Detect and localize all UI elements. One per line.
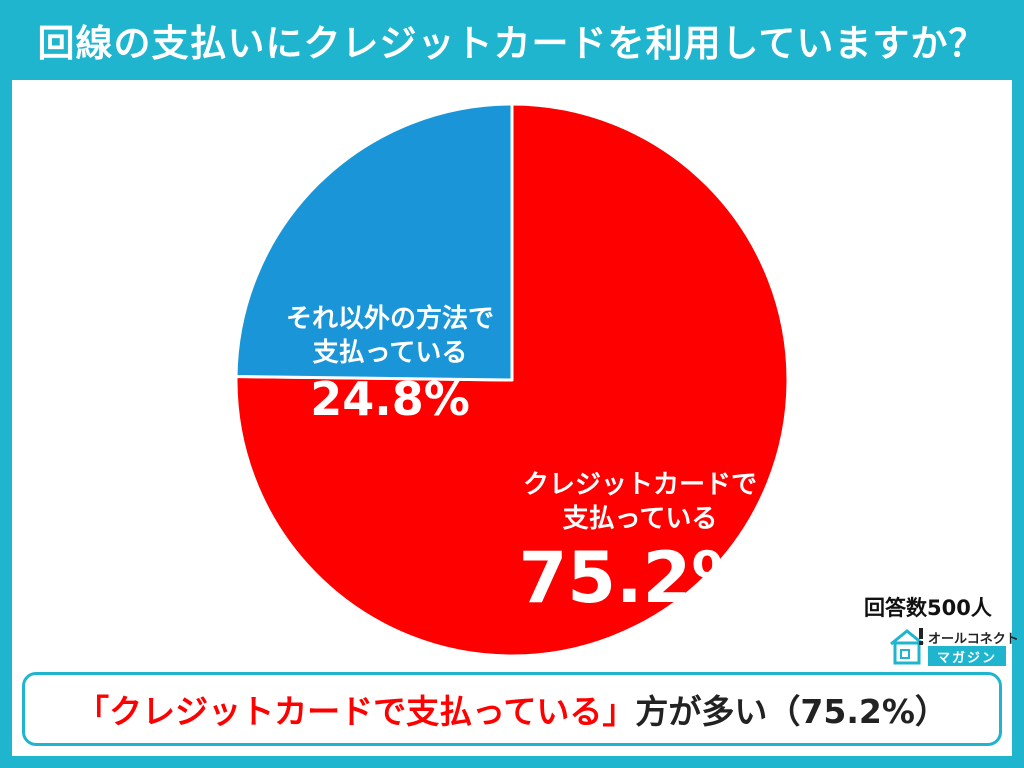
pie-chart — [234, 102, 790, 658]
slice-value-other: 24.8% — [310, 372, 470, 426]
summary-highlight: 「クレジットカードで支払っている」 — [76, 692, 636, 731]
slice-value-credit: 75.2% — [518, 537, 762, 619]
slice-label-credit-line1: クレジットカードで — [522, 470, 757, 500]
chart-title: 回線の支払いにクレジットカードを利用していますか？ — [37, 22, 987, 65]
summary-box: 「クレジットカードで支払っている」 方が多い（75.2%） — [22, 672, 1002, 746]
logo-line1: オールコネクト — [928, 632, 1019, 647]
slice-label-other-line1: それ以外の方法で — [285, 304, 494, 334]
brand-logo: オールコネクト マガジン — [888, 626, 1019, 668]
chart-panel: それ以外の方法で 支払っている 24.8% クレジットカードで 支払っている 7… — [12, 80, 1019, 756]
respondents-note: 回答数500人 — [864, 596, 992, 620]
logo-line2: マガジン — [928, 646, 1006, 666]
slice-label-credit-line2: 支払っている — [562, 504, 718, 534]
slice-label-other-line2: 支払っている — [312, 338, 468, 368]
slice-label-credit: クレジットカードで 支払っている 75.2% — [480, 468, 800, 620]
house-icon — [890, 628, 924, 665]
pie-slice-other — [234, 102, 514, 382]
pie-slice-credit — [234, 102, 790, 658]
summary-rest: 方が多い（75.2%） — [635, 692, 948, 731]
slice-label-other: それ以外の方法で 支払っている 24.8% — [270, 302, 510, 428]
